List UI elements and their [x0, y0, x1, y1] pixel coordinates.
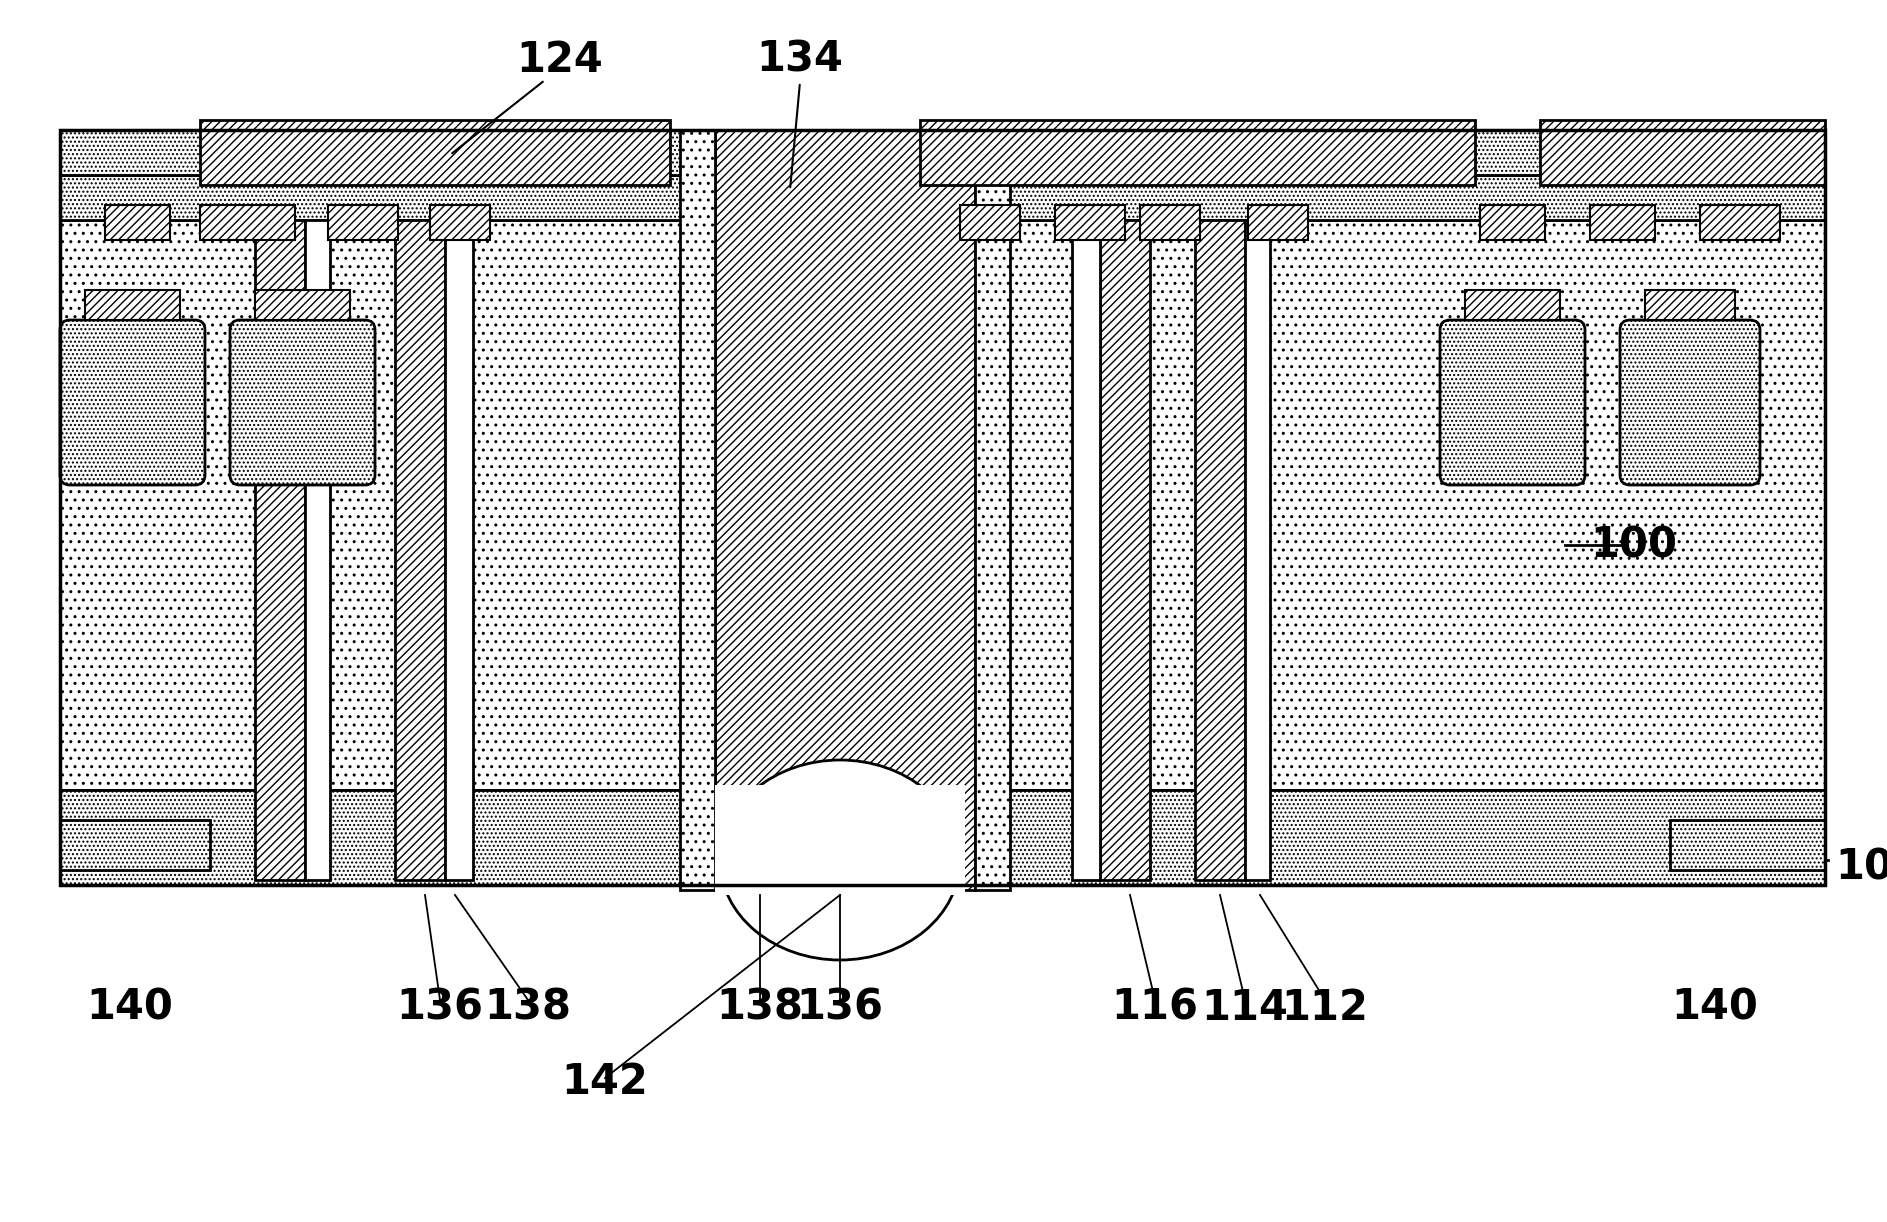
- Bar: [1464, 290, 1561, 320]
- Text: 134: 134: [757, 39, 843, 81]
- Bar: [1140, 205, 1200, 240]
- Bar: [85, 290, 179, 320]
- Bar: [1245, 220, 1270, 880]
- Bar: [1100, 220, 1149, 880]
- Text: 142: 142: [562, 1061, 649, 1103]
- Bar: [394, 220, 445, 880]
- Bar: [1072, 220, 1100, 880]
- Bar: [1479, 205, 1545, 240]
- Bar: [60, 175, 1825, 220]
- Bar: [60, 820, 209, 870]
- Text: 138: 138: [485, 987, 572, 1029]
- Bar: [679, 130, 715, 890]
- Bar: [106, 205, 170, 240]
- Bar: [1194, 220, 1245, 880]
- Bar: [976, 130, 1010, 890]
- Bar: [1540, 120, 1825, 185]
- Bar: [1670, 820, 1825, 870]
- Text: 138: 138: [717, 987, 804, 1029]
- Bar: [200, 205, 294, 240]
- Bar: [60, 789, 1825, 885]
- Bar: [60, 130, 1825, 885]
- Bar: [60, 130, 1825, 175]
- Text: 140: 140: [87, 987, 174, 1029]
- Bar: [306, 220, 330, 880]
- Text: 136: 136: [796, 987, 883, 1029]
- Bar: [1247, 205, 1308, 240]
- Text: 100a: 100a: [1834, 847, 1887, 888]
- Text: 116: 116: [1111, 987, 1198, 1029]
- Bar: [445, 220, 474, 880]
- FancyBboxPatch shape: [60, 320, 206, 485]
- Bar: [715, 130, 976, 890]
- Ellipse shape: [721, 760, 960, 960]
- FancyBboxPatch shape: [1621, 320, 1761, 485]
- Bar: [60, 220, 1825, 789]
- Bar: [1055, 205, 1125, 240]
- Bar: [1645, 290, 1734, 320]
- Text: 114: 114: [1202, 987, 1289, 1029]
- Bar: [1591, 205, 1655, 240]
- FancyBboxPatch shape: [230, 320, 376, 485]
- Text: 112: 112: [1281, 987, 1368, 1029]
- Text: 124: 124: [517, 39, 604, 81]
- Bar: [960, 205, 1021, 240]
- Bar: [200, 120, 670, 185]
- Text: 140: 140: [1672, 987, 1759, 1029]
- Bar: [715, 785, 964, 895]
- Bar: [921, 120, 1476, 185]
- Bar: [430, 205, 491, 240]
- Bar: [328, 205, 398, 240]
- Bar: [255, 220, 306, 880]
- Bar: [255, 290, 349, 320]
- Text: 100: 100: [1591, 524, 1678, 566]
- Bar: [1700, 205, 1779, 240]
- Text: 136: 136: [396, 987, 483, 1029]
- FancyBboxPatch shape: [1440, 320, 1585, 485]
